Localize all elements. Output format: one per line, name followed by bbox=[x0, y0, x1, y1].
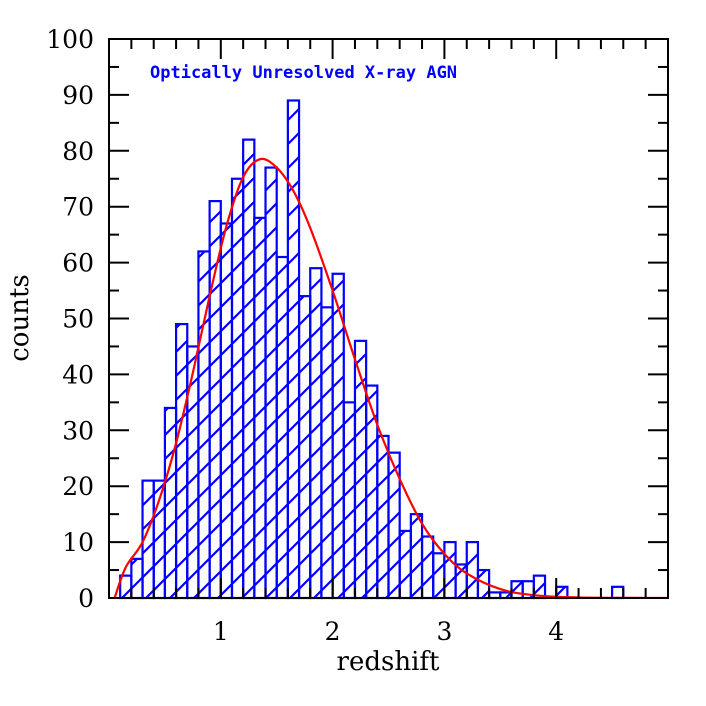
y-tick-label: 30 bbox=[62, 416, 94, 445]
x-tick-labels: 1 2 3 4 bbox=[213, 617, 564, 646]
x-axis-title: redshift bbox=[337, 647, 440, 677]
y-tick-label: 40 bbox=[62, 360, 94, 389]
histogram-fill bbox=[109, 100, 668, 599]
y-tick-label: 100 bbox=[46, 25, 94, 54]
histogram-bars bbox=[109, 99, 668, 600]
y-tick-labels: 0 10 20 30 40 50 60 70 80 90 100 bbox=[46, 25, 94, 613]
y-tick-label: 50 bbox=[62, 305, 94, 334]
x-tick-label: 4 bbox=[548, 617, 564, 646]
axis-ticks bbox=[109, 39, 668, 598]
y-tick-label: 60 bbox=[62, 249, 94, 278]
y-tick-label: 0 bbox=[78, 584, 94, 613]
y-axis-title: counts bbox=[5, 274, 35, 362]
y-tick-label: 10 bbox=[62, 528, 94, 557]
y-tick-label: 20 bbox=[62, 472, 94, 501]
x-tick-label: 1 bbox=[213, 617, 229, 646]
x-tick-label: 3 bbox=[436, 617, 452, 646]
chart-annotation: Optically Unresolved X-ray AGN bbox=[150, 63, 457, 83]
x-tick-label: 2 bbox=[325, 617, 341, 646]
fit-line bbox=[113, 157, 668, 598]
y-tick-label: 90 bbox=[62, 81, 94, 110]
y-tick-label: 70 bbox=[62, 193, 94, 222]
fit-curve bbox=[113, 157, 668, 598]
y-tick-label: 80 bbox=[62, 137, 94, 166]
